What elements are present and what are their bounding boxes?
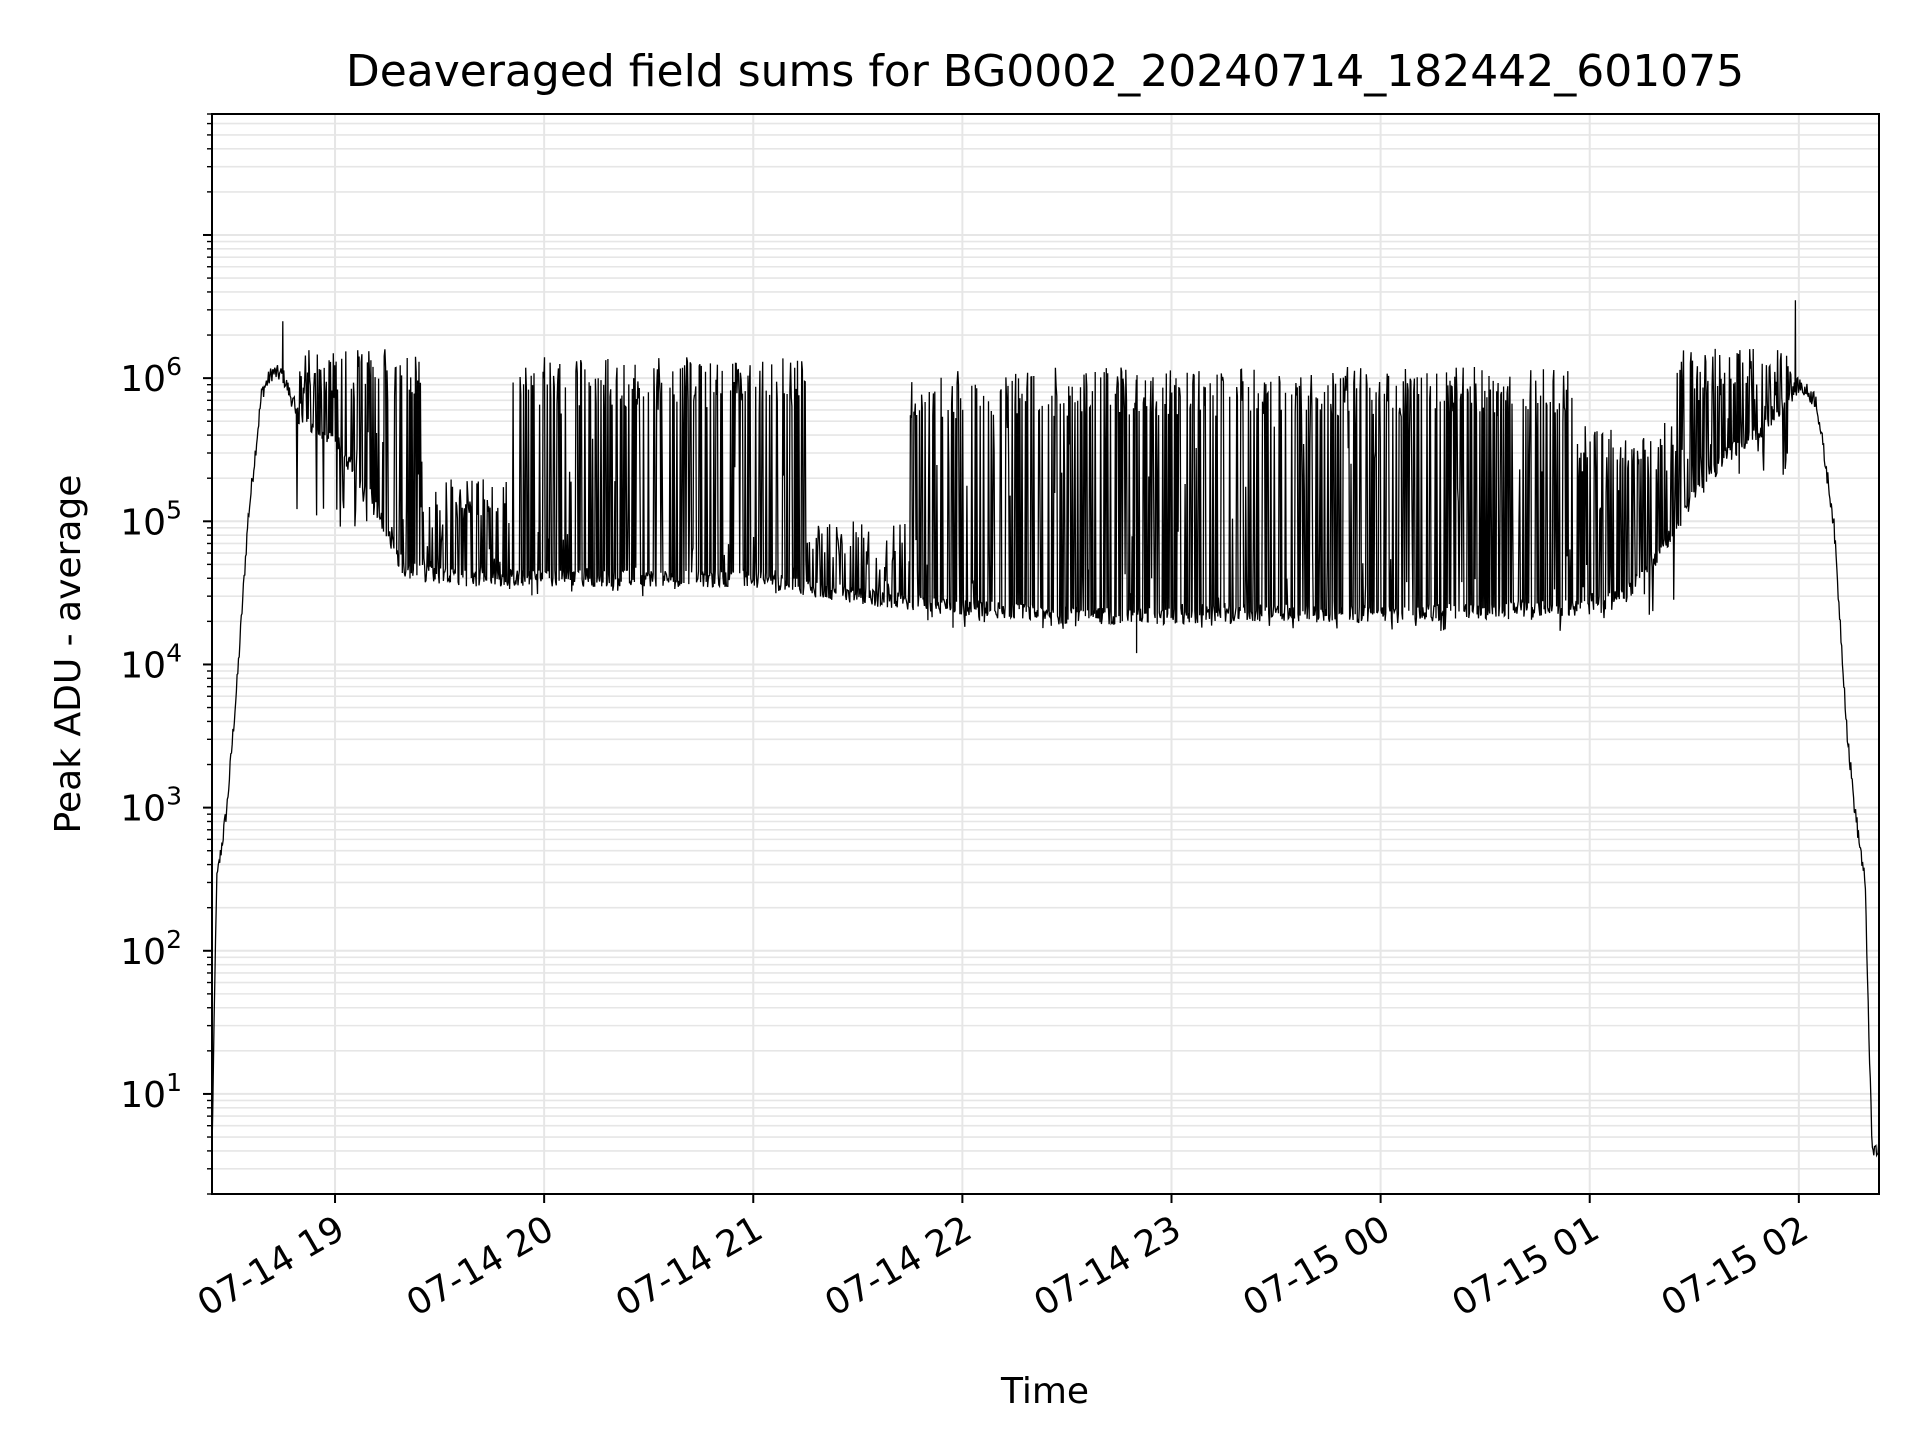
grid xyxy=(212,113,1879,1195)
y-tick-label-base: 10 xyxy=(120,1075,166,1116)
plot-frame xyxy=(211,113,1880,1195)
y-tick-label: 103 xyxy=(120,782,182,830)
y-tick-label-exponent: 2 xyxy=(166,925,182,954)
y-tick-label: 104 xyxy=(120,638,182,686)
y-tick-label-exponent: 5 xyxy=(166,495,182,524)
y-tick-label-base: 10 xyxy=(120,359,166,400)
y-axis-label: Peak ADU - average xyxy=(48,475,89,834)
y-tick-label: 101 xyxy=(120,1068,182,1116)
y-tick-label-base: 10 xyxy=(120,932,166,973)
y-tick-label-exponent: 1 xyxy=(166,1068,182,1097)
y-tick-label-base: 10 xyxy=(120,502,166,543)
x-axis-label: Time xyxy=(1000,1371,1089,1412)
y-tick-label-base: 10 xyxy=(120,645,166,686)
y-tick-label: 102 xyxy=(120,925,182,973)
y-tick-label-exponent: 4 xyxy=(166,638,182,667)
chart-title: Deaveraged field sums for BG0002_2024071… xyxy=(346,46,1744,97)
series-group xyxy=(211,300,1880,1158)
y-tick-label-exponent: 3 xyxy=(166,782,182,811)
series-line xyxy=(211,300,1880,1158)
y-tick-label-base: 10 xyxy=(120,789,166,830)
y-tick-label: 105 xyxy=(120,495,182,543)
y-tick-label: 106 xyxy=(120,352,182,400)
y-tick-label-exponent: 6 xyxy=(166,352,182,381)
